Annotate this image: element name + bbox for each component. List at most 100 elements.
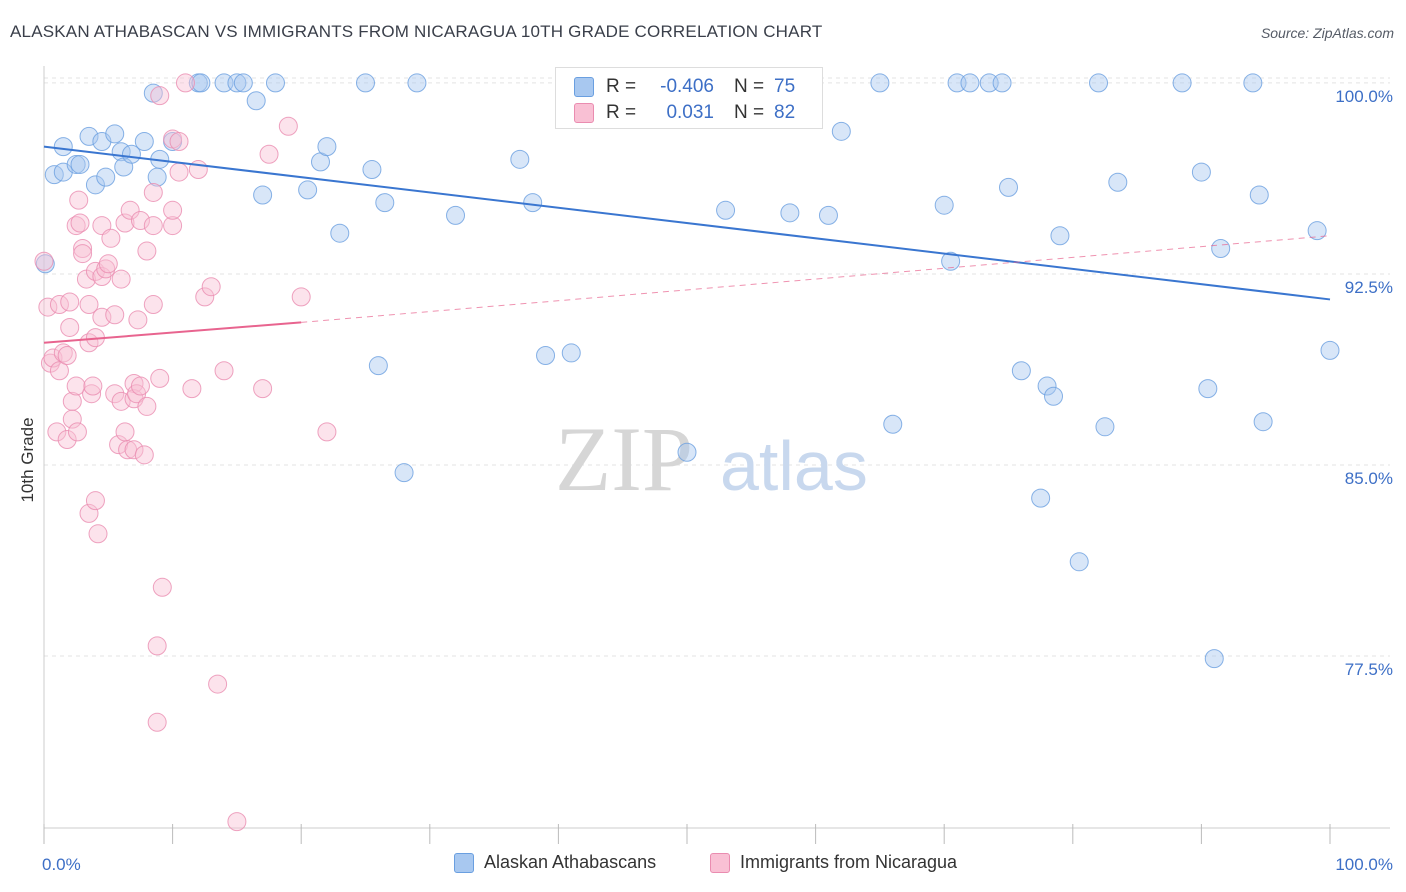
- point-athabascan: [70, 154, 90, 174]
- point-athabascan: [85, 175, 105, 195]
- point-athabascan: [1095, 417, 1115, 437]
- point-nicaragua: [83, 376, 103, 396]
- point-nicaragua: [169, 132, 189, 152]
- y-tick-label: 92.5%: [1345, 278, 1393, 297]
- y-tick-label: 77.5%: [1345, 660, 1393, 679]
- point-athabascan: [1204, 649, 1224, 669]
- point-athabascan: [246, 91, 266, 111]
- point-nicaragua: [79, 295, 99, 315]
- point-athabascan: [227, 73, 247, 93]
- point-athabascan: [780, 203, 800, 223]
- x-tick-label-max: 100.0%: [1335, 855, 1393, 874]
- point-nicaragua: [115, 422, 135, 442]
- point-athabascan: [121, 144, 141, 164]
- point-nicaragua: [169, 162, 189, 182]
- point-nicaragua: [67, 422, 87, 442]
- point-athabascan: [818, 205, 838, 225]
- trend-line-nicaragua-extended: [301, 235, 1331, 323]
- point-nicaragua: [111, 269, 131, 289]
- point-athabascan: [561, 343, 581, 363]
- legend-swatch-pink: [710, 852, 730, 873]
- pink-swatch: [574, 103, 594, 123]
- point-nicaragua: [69, 190, 89, 210]
- point-athabascan: [1307, 221, 1327, 241]
- point-athabascan: [941, 251, 961, 271]
- point-nicaragua: [201, 277, 221, 297]
- point-athabascan: [96, 167, 116, 187]
- point-nicaragua: [208, 674, 228, 694]
- point-nicaragua: [163, 200, 183, 220]
- grid-lines: [44, 77, 1390, 657]
- stats-legend: R = -0.406 N = 75 R = 0.031 N = 82: [555, 67, 823, 129]
- point-nicaragua: [152, 577, 172, 597]
- n-label: N =: [734, 102, 765, 123]
- point-athabascan: [298, 180, 318, 200]
- point-nicaragua: [150, 86, 170, 106]
- point-athabascan: [1031, 488, 1051, 508]
- legend-item-athabascans: Alaskan Athabascans: [454, 852, 656, 873]
- point-nicaragua: [34, 251, 54, 271]
- point-nicaragua: [105, 384, 125, 404]
- r-value: 0.031: [666, 102, 714, 123]
- point-nicaragua: [49, 361, 69, 381]
- point-nicaragua: [195, 287, 215, 307]
- point-athabascan: [394, 463, 414, 483]
- y-tick-label: 100.0%: [1335, 87, 1393, 106]
- point-nicaragua: [105, 305, 125, 325]
- point-athabascan: [1198, 379, 1218, 399]
- point-nicaragua: [66, 376, 86, 396]
- point-athabascan: [53, 137, 73, 157]
- chart-title: ALASKAN ATHABASCAN VS IMMIGRANTS FROM NI…: [10, 22, 823, 41]
- point-athabascan: [191, 73, 211, 93]
- point-athabascan: [870, 73, 890, 93]
- point-athabascan: [1191, 162, 1211, 182]
- point-nicaragua: [143, 216, 163, 236]
- point-athabascan: [831, 121, 851, 141]
- trend-lines: [43, 145, 1331, 344]
- tick-labels: 77.5% 85.0% 92.5% 100.0% 0.0% 100.0%: [42, 87, 1393, 874]
- point-athabascan: [1044, 386, 1064, 406]
- y-tick-label: 85.0%: [1345, 469, 1393, 488]
- point-athabascan: [1253, 412, 1273, 432]
- point-nicaragua: [57, 345, 77, 365]
- point-nicaragua: [253, 379, 273, 399]
- point-athabascan: [1037, 376, 1057, 396]
- point-athabascan: [265, 73, 285, 93]
- point-nicaragua: [214, 361, 234, 381]
- stats-row-blue: R = -0.406 N = 75: [574, 75, 795, 99]
- point-athabascan: [716, 200, 736, 220]
- n-value: 82: [774, 102, 796, 123]
- point-athabascan: [233, 73, 253, 93]
- point-nicaragua: [109, 435, 129, 455]
- point-nicaragua: [57, 430, 77, 450]
- point-nicaragua: [291, 287, 311, 307]
- point-athabascan: [253, 185, 273, 205]
- point-nicaragua: [120, 200, 140, 220]
- point-athabascan: [407, 73, 427, 93]
- point-athabascan: [1172, 73, 1192, 93]
- point-athabascan: [1069, 552, 1089, 572]
- point-nicaragua: [175, 73, 195, 93]
- point-nicaragua: [38, 297, 58, 317]
- point-athabascan: [677, 442, 697, 462]
- legend-label: Alaskan Athabascans: [484, 852, 657, 872]
- point-athabascan: [105, 124, 125, 144]
- trend-line-athabascans: [43, 145, 1331, 301]
- watermark-atlas: atlas: [720, 427, 868, 505]
- point-athabascan: [134, 132, 154, 152]
- r-label: R =: [606, 76, 637, 97]
- watermark: ZIP atlas: [555, 408, 868, 510]
- point-nicaragua: [79, 503, 99, 523]
- point-nicaragua: [101, 228, 121, 248]
- point-nicaragua: [60, 317, 80, 337]
- y-axis-label: 10th Grade: [18, 417, 37, 502]
- point-athabascan: [375, 193, 395, 213]
- x-tick-label-min: 0.0%: [42, 855, 81, 874]
- point-athabascan: [1089, 73, 1109, 93]
- legend-label: Immigrants from Nicaragua: [740, 852, 958, 872]
- point-athabascan: [999, 177, 1018, 197]
- point-athabascan: [536, 345, 556, 365]
- point-athabascan: [1108, 172, 1128, 192]
- point-nicaragua: [163, 216, 183, 236]
